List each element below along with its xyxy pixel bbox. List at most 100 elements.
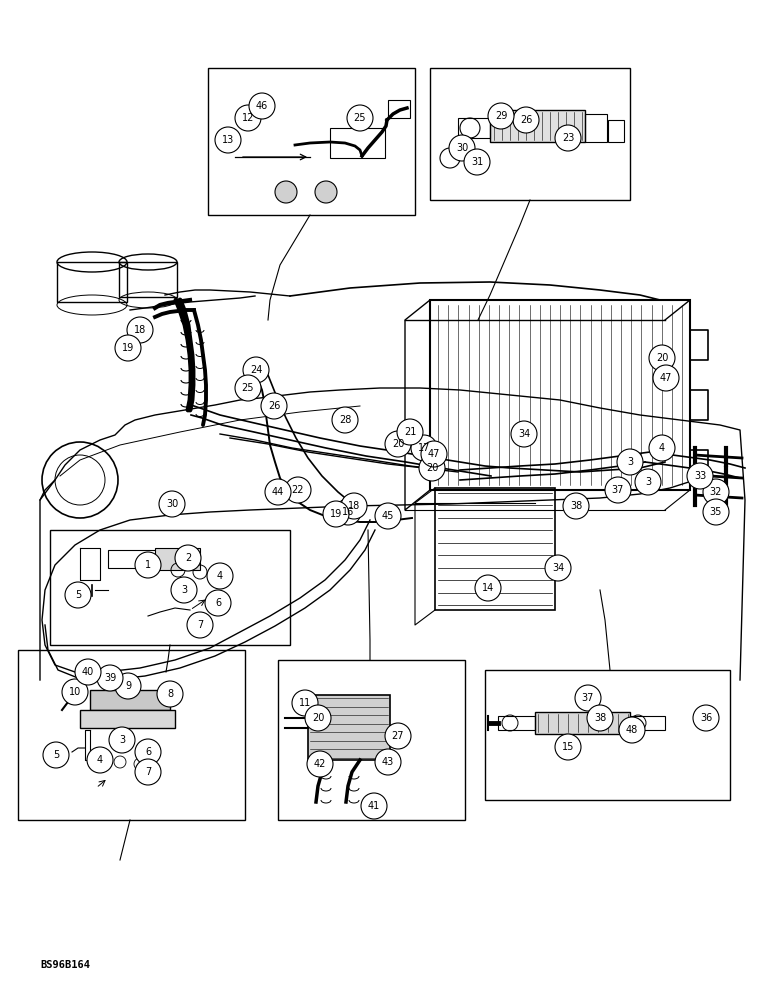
Text: 3: 3 [645,477,651,487]
Circle shape [335,499,361,525]
Circle shape [207,563,233,589]
Bar [57,262,127,302]
Bar [458,118,490,138]
Circle shape [411,435,437,461]
Circle shape [617,449,643,475]
Text: 39: 39 [104,673,116,683]
Circle shape [341,493,367,519]
Text: 20: 20 [312,713,324,723]
Circle shape [62,679,88,705]
Text: 5: 5 [75,590,81,600]
Bar [630,716,665,730]
Text: 18: 18 [134,325,146,335]
Circle shape [375,503,401,529]
Circle shape [261,393,287,419]
Circle shape [347,105,373,131]
Circle shape [563,493,589,519]
Text: 37: 37 [582,693,594,703]
Bar [498,716,535,730]
Bar [430,300,690,490]
Bar [330,128,385,158]
Circle shape [605,477,631,503]
Circle shape [475,575,501,601]
Circle shape [421,441,447,467]
Text: 43: 43 [382,757,394,767]
Text: 4: 4 [97,755,103,765]
Text: 30: 30 [166,499,178,509]
Bar [430,68,630,200]
Text: 24: 24 [250,365,262,375]
Circle shape [235,375,261,401]
Bar [435,488,555,610]
Text: 9: 9 [125,681,131,691]
Circle shape [109,727,135,753]
Text: 3: 3 [181,585,187,595]
Circle shape [65,582,91,608]
Circle shape [703,479,729,505]
Circle shape [307,751,333,777]
Text: 32: 32 [709,487,722,497]
Text: 19: 19 [122,343,134,353]
Circle shape [215,127,241,153]
Circle shape [235,105,261,131]
Bar [18,650,245,820]
Text: BS96B164: BS96B164 [40,960,90,970]
Circle shape [157,681,183,707]
Text: 22: 22 [292,485,304,495]
Text: 36: 36 [700,713,712,723]
Text: 28: 28 [339,415,351,425]
Circle shape [275,181,297,203]
Circle shape [243,357,269,383]
Circle shape [464,149,490,175]
Circle shape [332,407,358,433]
Circle shape [361,793,387,819]
Circle shape [555,734,581,760]
Bar [50,530,290,645]
Text: 15: 15 [562,742,574,752]
Text: 38: 38 [570,501,582,511]
Circle shape [385,431,411,457]
Circle shape [135,739,161,765]
Text: 20: 20 [655,353,669,363]
Text: 30: 30 [456,143,468,153]
Bar [485,670,730,800]
Text: 20: 20 [426,463,438,473]
Circle shape [587,705,613,731]
Circle shape [513,107,539,133]
Circle shape [511,421,537,447]
Text: 44: 44 [272,487,284,497]
Circle shape [205,590,231,616]
Circle shape [115,335,141,361]
Text: 18: 18 [348,501,360,511]
Circle shape [375,749,401,775]
Circle shape [43,742,69,768]
Circle shape [545,555,571,581]
Bar [608,120,624,142]
Circle shape [87,747,113,773]
Circle shape [323,501,349,527]
Text: 42: 42 [313,759,327,769]
Text: 23: 23 [562,133,574,143]
Circle shape [187,612,213,638]
Text: 8: 8 [167,689,173,699]
Bar [80,710,175,728]
Bar [535,712,630,734]
Circle shape [135,759,161,785]
Circle shape [171,577,197,603]
Text: 35: 35 [709,507,722,517]
Text: 16: 16 [342,507,354,517]
Circle shape [175,545,201,571]
Circle shape [635,469,661,495]
Text: 38: 38 [594,713,606,723]
Text: 17: 17 [418,443,430,453]
Circle shape [488,103,514,129]
Text: 3: 3 [119,735,125,745]
Bar [155,548,200,570]
Text: 10: 10 [69,687,81,697]
Circle shape [619,717,645,743]
Bar [208,68,415,215]
Text: 26: 26 [268,401,280,411]
Text: 14: 14 [482,583,494,593]
Bar [585,114,607,142]
Bar [119,262,177,297]
